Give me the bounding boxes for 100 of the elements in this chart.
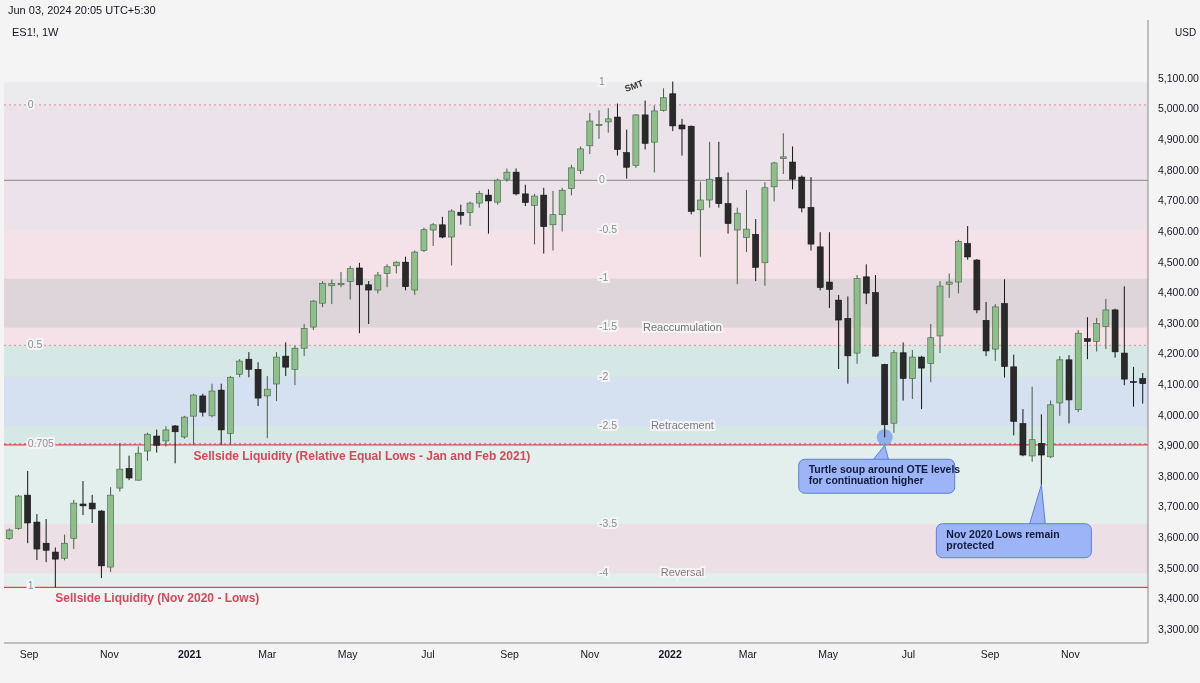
y-tick-label: 3,500.00	[1158, 561, 1200, 574]
annotation: Sellside Liquidity (Relative Equal Lows - Jan and Feb 2021)	[193, 448, 531, 463]
candlestick	[383, 263, 391, 288]
candlestick	[346, 265, 354, 301]
y-tick-label: 4,500.00	[1158, 255, 1200, 268]
band-label: Reversal	[660, 566, 705, 579]
candlestick	[743, 189, 750, 253]
y-tick-label: 5,100.00	[1158, 71, 1200, 84]
y-tick-label: 3,600.00	[1158, 531, 1200, 544]
candlestick	[1102, 298, 1110, 350]
candlestick	[52, 546, 59, 588]
candlestick	[494, 178, 501, 206]
candlestick	[328, 279, 336, 305]
candlestick	[282, 341, 290, 377]
annotation: SMT	[623, 77, 646, 94]
annotation: 1	[27, 578, 34, 591]
candlestick	[568, 164, 575, 196]
y-tick-label: 4,600.00	[1158, 224, 1200, 237]
candlestick	[466, 201, 474, 227]
x-tick-label: Nov	[1060, 648, 1081, 660]
band-label: Retracement	[650, 419, 714, 432]
x-tick-label: May	[818, 648, 839, 660]
y-tick-label: 4,100.00	[1158, 378, 1200, 391]
candlestick	[374, 271, 382, 294]
candlestick	[918, 355, 925, 410]
candlestick	[365, 280, 372, 325]
annotation: 0.5	[27, 338, 43, 351]
annotation: -2.5	[599, 419, 618, 432]
candlestick	[595, 109, 603, 140]
candlestick	[531, 193, 538, 245]
candlestick	[79, 480, 87, 516]
candlestick	[780, 132, 787, 175]
y-tick-label: 4,200.00	[1158, 347, 1200, 360]
y-tick-label: 3,300.00	[1158, 622, 1200, 635]
candlestick	[1093, 317, 1100, 353]
candlestick	[1084, 316, 1091, 360]
annotation: -3.5	[599, 517, 618, 529]
x-tick-label: Mar	[258, 648, 277, 660]
x-tick-label: Jul	[421, 648, 435, 660]
y-tick-label: 3,800.00	[1158, 469, 1200, 482]
y-tick-label: 4,800.00	[1158, 163, 1200, 176]
candlestick	[429, 222, 437, 247]
candlestick	[706, 141, 713, 209]
candlestick	[171, 424, 179, 464]
candlestick	[697, 181, 704, 258]
candlestick	[144, 432, 151, 462]
annotation: -2	[599, 369, 609, 382]
candlestick	[623, 129, 630, 180]
y-tick-label: 3,400.00	[1158, 592, 1200, 605]
annotation: -0.5	[599, 223, 618, 236]
candlestick	[300, 323, 308, 357]
annotation: -1	[599, 271, 609, 284]
annotation: -1.5	[599, 320, 618, 333]
x-tick-label: May	[337, 648, 359, 660]
candlestick	[909, 349, 916, 400]
candlestick	[420, 227, 428, 253]
candlestick	[337, 271, 345, 288]
candlestick	[549, 190, 557, 252]
candlestick	[236, 358, 243, 378]
candlestick	[263, 375, 271, 439]
x-tick-label: 2022	[658, 648, 682, 660]
annotation: 1	[599, 74, 606, 87]
candlestick	[1028, 386, 1036, 463]
annotation: Nov 2020 Lows remain protected	[946, 527, 1060, 551]
candlestick	[1130, 366, 1137, 408]
candlestick	[577, 145, 584, 175]
candlestick	[770, 161, 778, 203]
candlestick	[116, 442, 124, 492]
y-tick-label: 4,300.00	[1158, 316, 1200, 329]
y-axis-title: USD	[1175, 27, 1197, 38]
y-tick-label: 3,700.00	[1158, 500, 1200, 513]
candlestick	[190, 393, 197, 446]
annotation: -4	[599, 566, 609, 579]
candlestick	[945, 272, 953, 299]
y-tick-label: 4,400.00	[1158, 286, 1200, 299]
candlestick	[1038, 413, 1045, 486]
candlestick	[724, 171, 732, 235]
candlestick	[356, 262, 363, 334]
x-tick-label: Sep	[19, 648, 39, 660]
candlestick	[789, 145, 796, 190]
y-tick-label: 5,000.00	[1158, 102, 1200, 115]
candlestick	[862, 263, 870, 305]
candlestick	[319, 280, 326, 308]
band-label: Reaccumulation	[642, 320, 722, 333]
candlestick	[503, 167, 511, 183]
y-tick-label: 4,000.00	[1158, 408, 1200, 421]
candlestick	[153, 429, 161, 454]
candlestick	[678, 118, 686, 157]
x-tick-label: Nov	[580, 648, 600, 660]
candlestick	[88, 494, 96, 524]
y-tick-label: 4,700.00	[1158, 194, 1200, 207]
annotation: Sellside Liquidity (Nov 2020 - Lows)	[55, 591, 260, 606]
x-tick-label: Mar	[738, 648, 758, 660]
candlestick	[125, 455, 133, 481]
candlestick	[457, 204, 465, 225]
candlestick	[1139, 372, 1147, 405]
candlestick	[835, 294, 842, 370]
candlestick	[964, 225, 971, 261]
candlestick	[733, 207, 741, 285]
annotation: Turtle soup around OTE levels for continuation higher	[808, 463, 961, 487]
